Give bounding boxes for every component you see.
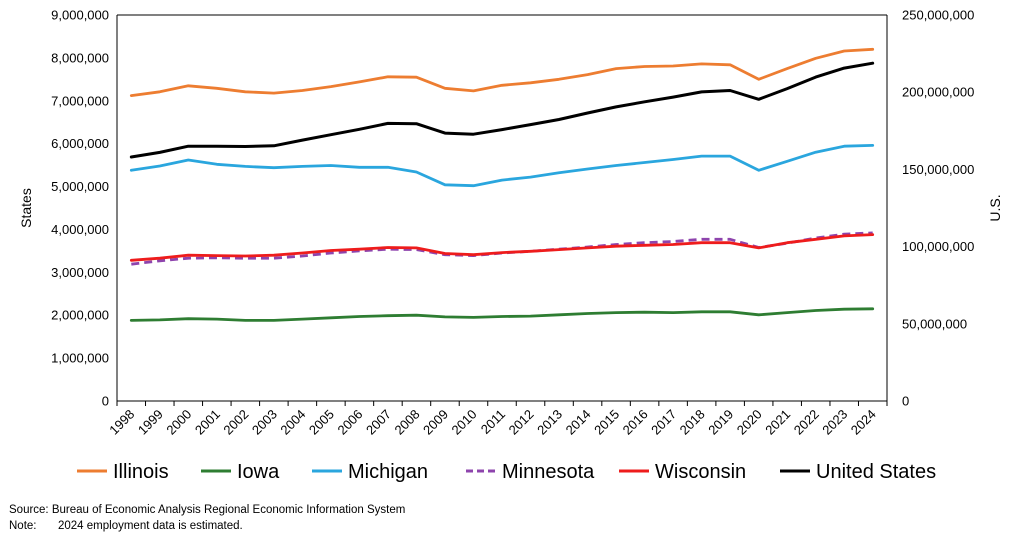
x-tick-label: 2010 — [449, 407, 480, 438]
y-tick-label-left: 5,000,000 — [51, 179, 109, 194]
y-tick-label-left: 2,000,000 — [51, 308, 109, 323]
legend-label-illinois: Illinois — [113, 461, 169, 483]
y-tick-label-right: 50,000,000 — [902, 316, 967, 331]
series-line-iowa — [129, 307, 875, 322]
x-tick-label: 2018 — [677, 407, 708, 438]
x-tick-label: 2003 — [249, 407, 280, 438]
x-tick-label: 2015 — [591, 407, 622, 438]
x-tick-label: 1999 — [135, 407, 166, 438]
x-tick-label: 2014 — [563, 407, 594, 438]
x-tick-label: 2004 — [277, 407, 308, 438]
y-tick-label-right: 200,000,000 — [902, 85, 974, 100]
x-tick-label: 2008 — [392, 407, 423, 438]
y-tick-label-left: 9,000,000 — [51, 8, 109, 23]
series-line-wisconsin — [129, 233, 875, 262]
y-tick-label-right: 150,000,000 — [902, 162, 974, 177]
series-line-michigan — [129, 143, 875, 188]
x-tick-label: 2011 — [478, 407, 508, 437]
x-tick-label: 2022 — [791, 407, 822, 438]
x-tick-label: 2020 — [734, 407, 765, 438]
legend-label-minnesota: Minnesota — [502, 461, 595, 483]
y-tick-label-left: 6,000,000 — [51, 136, 109, 151]
y-tick-label-left: 4,000,000 — [51, 222, 109, 237]
x-tick-label: 2019 — [705, 407, 736, 438]
legend-label-iowa: Iowa — [237, 461, 280, 483]
footnote: Note: 2024 employment data is estimated. — [9, 520, 243, 532]
note-label: Note: — [9, 520, 37, 532]
x-tick-label: 2013 — [534, 407, 565, 438]
y-tick-label-left: 1,000,000 — [51, 351, 109, 366]
y-tick-label-left: 8,000,000 — [51, 50, 109, 65]
x-tick-label: 2002 — [220, 407, 251, 438]
x-tick-label: 2001 — [192, 407, 223, 438]
y-tick-label-right: 0 — [902, 394, 909, 409]
x-tick-label: 2017 — [648, 407, 679, 438]
x-tick-label: 2023 — [819, 407, 850, 438]
y-tick-label-right: 250,000,000 — [902, 8, 974, 23]
legend-label-wisconsin: Wisconsin — [655, 461, 746, 483]
x-tick-label: 2021 — [762, 407, 793, 438]
x-tick-label: 2000 — [163, 407, 194, 438]
y-tick-label-left: 7,000,000 — [51, 93, 109, 108]
x-tick-label: 2005 — [306, 407, 337, 438]
y-tick-label-right: 100,000,000 — [902, 239, 974, 254]
x-tick-label: 2007 — [363, 407, 394, 438]
series-line-illinois — [129, 47, 875, 97]
y-tick-label-left: 3,000,000 — [51, 265, 109, 280]
x-tick-label: 1998 — [106, 407, 137, 438]
y-axis-title-left: States — [18, 188, 34, 228]
legend-label-united-states: United States — [816, 461, 936, 483]
note-text: 2024 employment data is estimated. — [58, 520, 243, 532]
series-line-united-states — [129, 61, 875, 159]
legend-label-michigan: Michigan — [348, 461, 428, 483]
x-tick-label: 2016 — [620, 407, 651, 438]
x-tick-label: 2024 — [848, 407, 879, 438]
y-axis-title-right: U.S. — [987, 194, 1003, 221]
y-tick-label-left: 0 — [102, 394, 109, 409]
x-tick-label: 2006 — [334, 407, 365, 438]
x-tick-label: 2009 — [420, 407, 451, 438]
x-tick-label: 2012 — [506, 407, 537, 438]
source-note: Source: Bureau of Economic Analysis Regi… — [9, 504, 406, 516]
